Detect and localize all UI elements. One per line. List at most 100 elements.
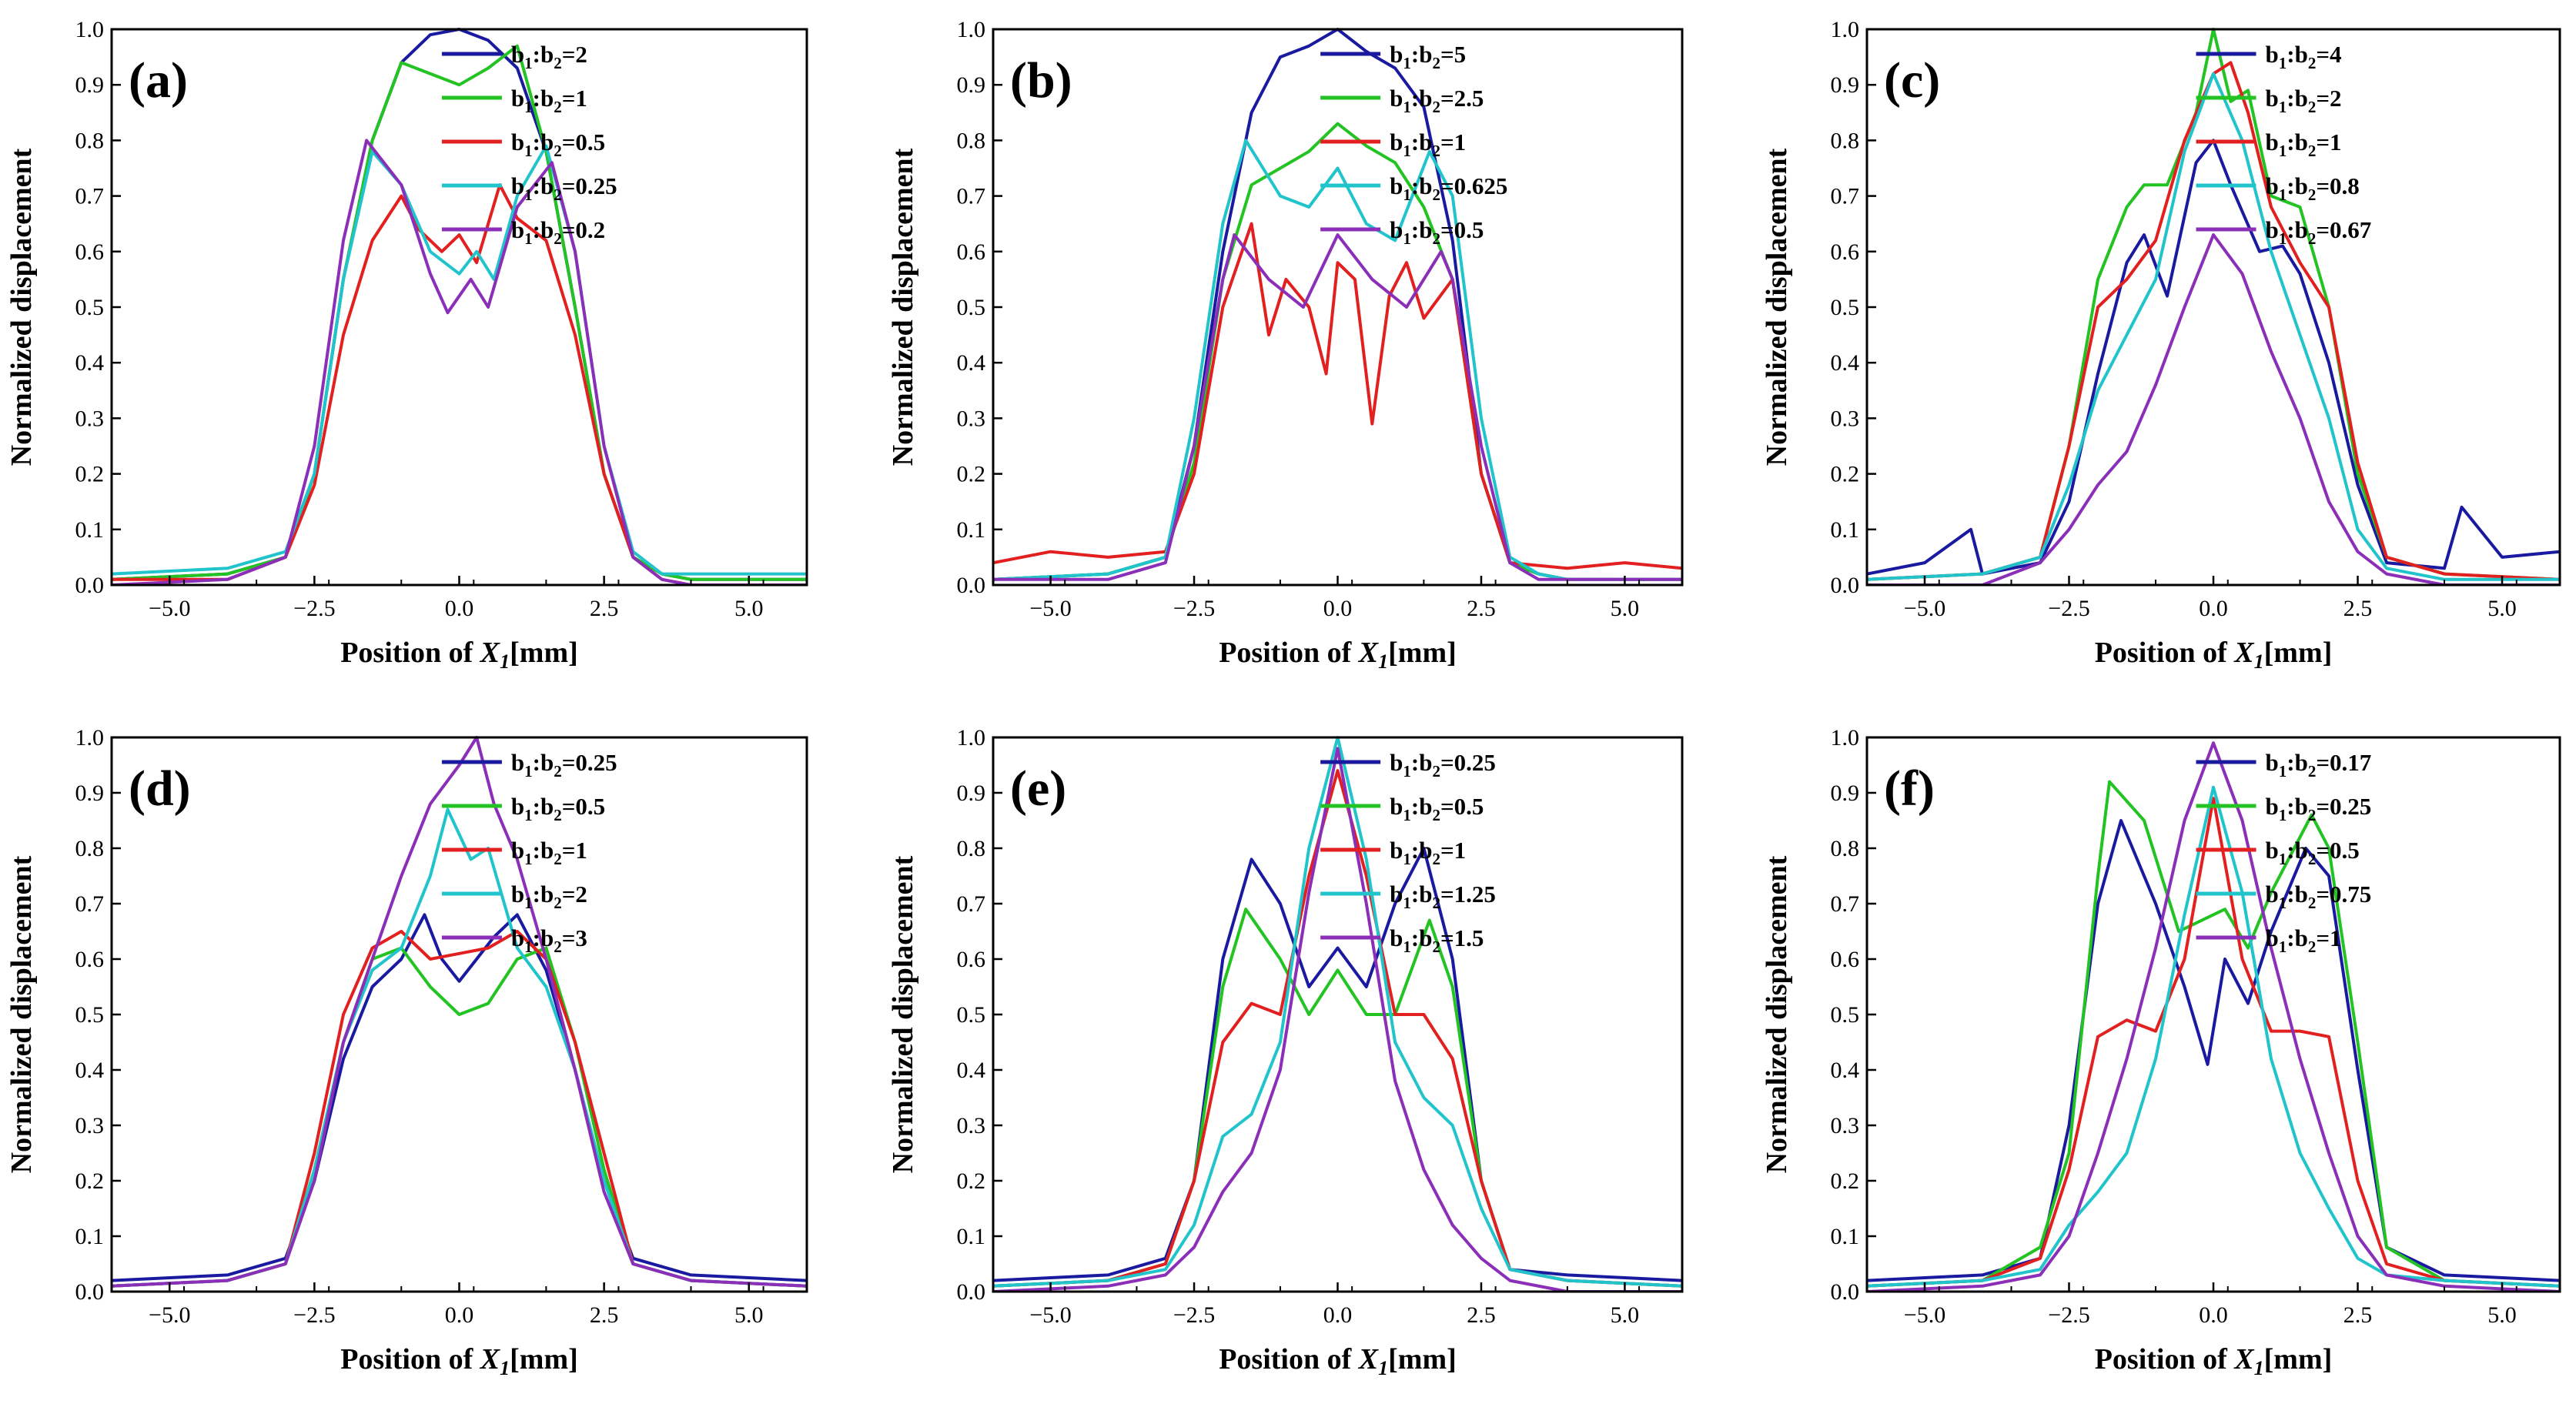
legend-label-part: 1	[1403, 186, 1411, 204]
legend-label-part: 1	[1403, 54, 1411, 72]
y-tick-label: 0.0	[957, 573, 986, 598]
x-tick-label: −5.0	[149, 1302, 190, 1328]
x-tick-label: −2.5	[2048, 596, 2089, 621]
plot-frame	[992, 736, 1684, 1293]
y-tick-label: 1.0	[75, 17, 105, 42]
y-axis-title: Normalized displacement	[887, 148, 919, 466]
legend-label: b1:b2=0.25	[2266, 793, 2372, 824]
legend-label-part: 2	[2308, 186, 2317, 204]
y-tick-label: 0.0	[957, 1279, 986, 1305]
y-tick-label: 0.5	[1831, 295, 1860, 320]
legend-label-part: =1	[562, 85, 587, 112]
legend-label-part: :b	[2287, 924, 2308, 951]
legend-label-part: 2	[554, 186, 562, 204]
legend-label-part: b	[2266, 924, 2279, 951]
y-tick-label: 0.0	[1831, 573, 1860, 598]
x-axis-title: Position of X1[mm]	[340, 1343, 578, 1379]
y-tick-label: 0.6	[75, 947, 105, 972]
y-tick-label: 0.8	[1831, 128, 1860, 153]
legend-label-part: :b	[2287, 881, 2308, 908]
x-axis-title: Position of X1[mm]	[2095, 1343, 2333, 1379]
legend-label-part: b	[1390, 41, 1403, 68]
series-line-1	[993, 28, 1682, 581]
y-tick-label: 0.1	[75, 517, 105, 543]
legend-label-part: :b	[1411, 837, 1433, 864]
y-tick-label: 0.1	[1831, 1224, 1860, 1249]
x-tick-label: 5.0	[734, 1302, 764, 1328]
legend-label-part: :b	[533, 172, 554, 199]
plot-frame	[1865, 28, 2561, 587]
legend-label-part: b	[2266, 749, 2279, 776]
legend-label: b1:b2=0.25	[511, 172, 617, 204]
legend-label-part: b	[2266, 129, 2279, 155]
legend-label: b1:b2=1	[2266, 129, 2342, 160]
y-tick-label: 0.6	[957, 239, 986, 265]
legend-label-part: :b	[2287, 749, 2308, 776]
legend-label-part: =0.5	[2316, 837, 2359, 864]
legend-label-part: 1	[524, 98, 533, 116]
legend-label-part: 1	[2279, 142, 2287, 160]
legend-label-part: =4	[2316, 41, 2341, 68]
x-tick-label: −2.5	[1173, 596, 1215, 621]
legend-label-part: :b	[533, 837, 554, 864]
legend-label-part: 2	[1432, 850, 1440, 868]
legend-label-part: 2	[1432, 54, 1440, 72]
x-axis-title-part: 1	[2254, 650, 2264, 673]
legend-label-part: 2	[1432, 762, 1440, 781]
legend-label-part: b	[2266, 837, 2279, 864]
legend-label-part: :b	[1411, 172, 1433, 199]
legend-label: b1:b2=0.8	[2266, 172, 2360, 204]
legend-label: b1:b2=0.5	[2266, 837, 2360, 868]
legend-label-part: :b	[1411, 129, 1433, 155]
legend-label-part: =1	[2316, 129, 2341, 155]
x-tick-label: −2.5	[293, 596, 335, 621]
legend-label-part: :b	[533, 129, 554, 155]
x-axis-title-part: 1	[2254, 1357, 2264, 1379]
legend-label-part: 2	[554, 229, 562, 248]
legend-label-part: 1	[1403, 142, 1411, 160]
x-axis-title-part: X	[480, 1343, 501, 1376]
y-axis-title: Normalized displacement	[5, 855, 38, 1173]
legend-label: b1:b2=0.5	[511, 793, 605, 824]
legend-label: b1:b2=3	[511, 924, 587, 956]
legend-label-part: :b	[2287, 793, 2308, 820]
legend-label-part: b	[2266, 216, 2279, 243]
chart-panel: −5.0 −2.5 0.0 2.5 5.0 0.0 0.1 0.2 0.3 0.4 0.5 0.6 0.…	[1761, 725, 2561, 1379]
legend-label-part: =0.5	[1440, 216, 1484, 243]
legend-label-part: 2	[554, 850, 562, 868]
y-tick-label: 0.9	[957, 72, 986, 98]
y-tick-label: 0.0	[75, 1279, 105, 1305]
legend-label-part: 1	[1403, 98, 1411, 116]
legend-label-part: b	[511, 216, 524, 243]
y-tick-label: 0.8	[1831, 836, 1860, 861]
x-axis-title: Position of X1[mm]	[340, 637, 578, 673]
x-tick-label: 5.0	[2487, 596, 2517, 621]
legend-label-part: 2	[2308, 850, 2317, 868]
series-line-4	[993, 736, 1682, 1288]
y-tick-label: 0.2	[75, 462, 105, 487]
legend-label-part: =2.5	[1440, 85, 1484, 112]
x-axis-title-part: [mm]	[2264, 637, 2333, 669]
series-line-2	[112, 946, 807, 1288]
y-tick-label: 0.4	[957, 1058, 986, 1083]
legend-label-part: b	[1390, 924, 1403, 951]
legend-label-part: :b	[533, 85, 554, 112]
legend-label-part: :b	[1411, 41, 1433, 68]
y-tick-label: 0.1	[75, 1224, 105, 1249]
x-tick-label: 5.0	[2487, 1302, 2517, 1328]
x-axis-title-part: Position of	[1219, 637, 1359, 669]
legend-label-part: :b	[533, 924, 554, 951]
x-axis-title-part: Position of	[340, 1343, 480, 1376]
y-tick-label: 0.7	[1831, 891, 1860, 917]
legend-label-part: 2	[554, 938, 562, 956]
x-tick-label: −5.0	[1904, 596, 1945, 621]
legend-label-part: :b	[1411, 85, 1433, 112]
y-tick-label: 0.6	[1831, 239, 1860, 265]
legend-label-part: 1	[2279, 938, 2287, 956]
x-axis-title-part: [mm]	[510, 1343, 578, 1376]
legend-label-part: 1	[524, 762, 533, 781]
y-tick-label: 0.4	[75, 1058, 105, 1083]
x-tick-label: 2.5	[1467, 596, 1496, 621]
x-tick-label: 2.5	[2343, 596, 2373, 621]
y-tick-label: 0.9	[1831, 72, 1860, 98]
